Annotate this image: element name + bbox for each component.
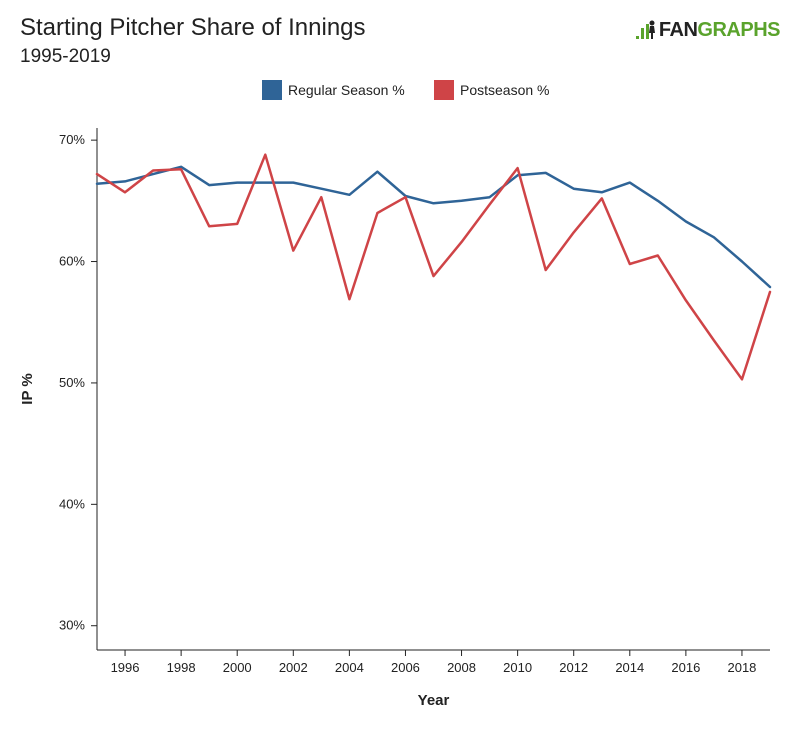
axes: 30% 40% 50% 60% 70% 1996 1998 2000 2002 2004 2006 2…: [19, 128, 770, 709]
series-lines: [95, 153, 772, 381]
legend-swatch: [262, 80, 282, 100]
x-tick-label: 1996: [111, 660, 140, 675]
logo-text-graphs: GRAPHS: [697, 18, 780, 41]
x-tick-label: 2010: [503, 660, 532, 675]
x-tick-label: 2016: [671, 660, 700, 675]
x-tick-label: 2004: [335, 660, 364, 675]
y-tick-label: 40%: [59, 496, 85, 511]
x-tick-label: 2008: [447, 660, 476, 675]
chart-title: Starting Pitcher Share of Innings: [20, 14, 366, 41]
legend-label: Postseason %: [460, 82, 550, 98]
y-axis-title: IP %: [19, 373, 36, 404]
x-tick-label: 2006: [391, 660, 420, 675]
y-tick-label: 70%: [59, 132, 85, 147]
regular-season-line: [95, 165, 772, 289]
x-tick-label: 2002: [279, 660, 308, 675]
y-tick-label: 30%: [59, 618, 85, 633]
legend: Regular Season % Postseason %: [262, 80, 550, 100]
postseason-line: [95, 153, 772, 381]
legend-label: Regular Season %: [288, 82, 405, 98]
legend-swatch: [434, 80, 454, 100]
y-tick-label: 60%: [59, 254, 85, 269]
fangraphs-logo-icon: [635, 20, 655, 39]
chart-subtitle: 1995-2019: [20, 46, 111, 67]
x-tick-label: 2012: [559, 660, 588, 675]
x-tick-label: 2000: [223, 660, 252, 675]
legend-item-postseason[interactable]: Postseason %: [434, 80, 550, 100]
y-tick-label: 50%: [59, 375, 85, 390]
legend-item-regular-season[interactable]: Regular Season %: [262, 80, 405, 100]
x-tick-label: 2018: [727, 660, 756, 675]
x-axis-title: Year: [418, 692, 450, 709]
x-tick-label: 2014: [615, 660, 644, 675]
x-tick-label: 1998: [167, 660, 196, 675]
logo-text-fan: FAN: [658, 18, 698, 41]
fangraphs-logo[interactable]: FAN GRAPHS: [635, 18, 780, 42]
